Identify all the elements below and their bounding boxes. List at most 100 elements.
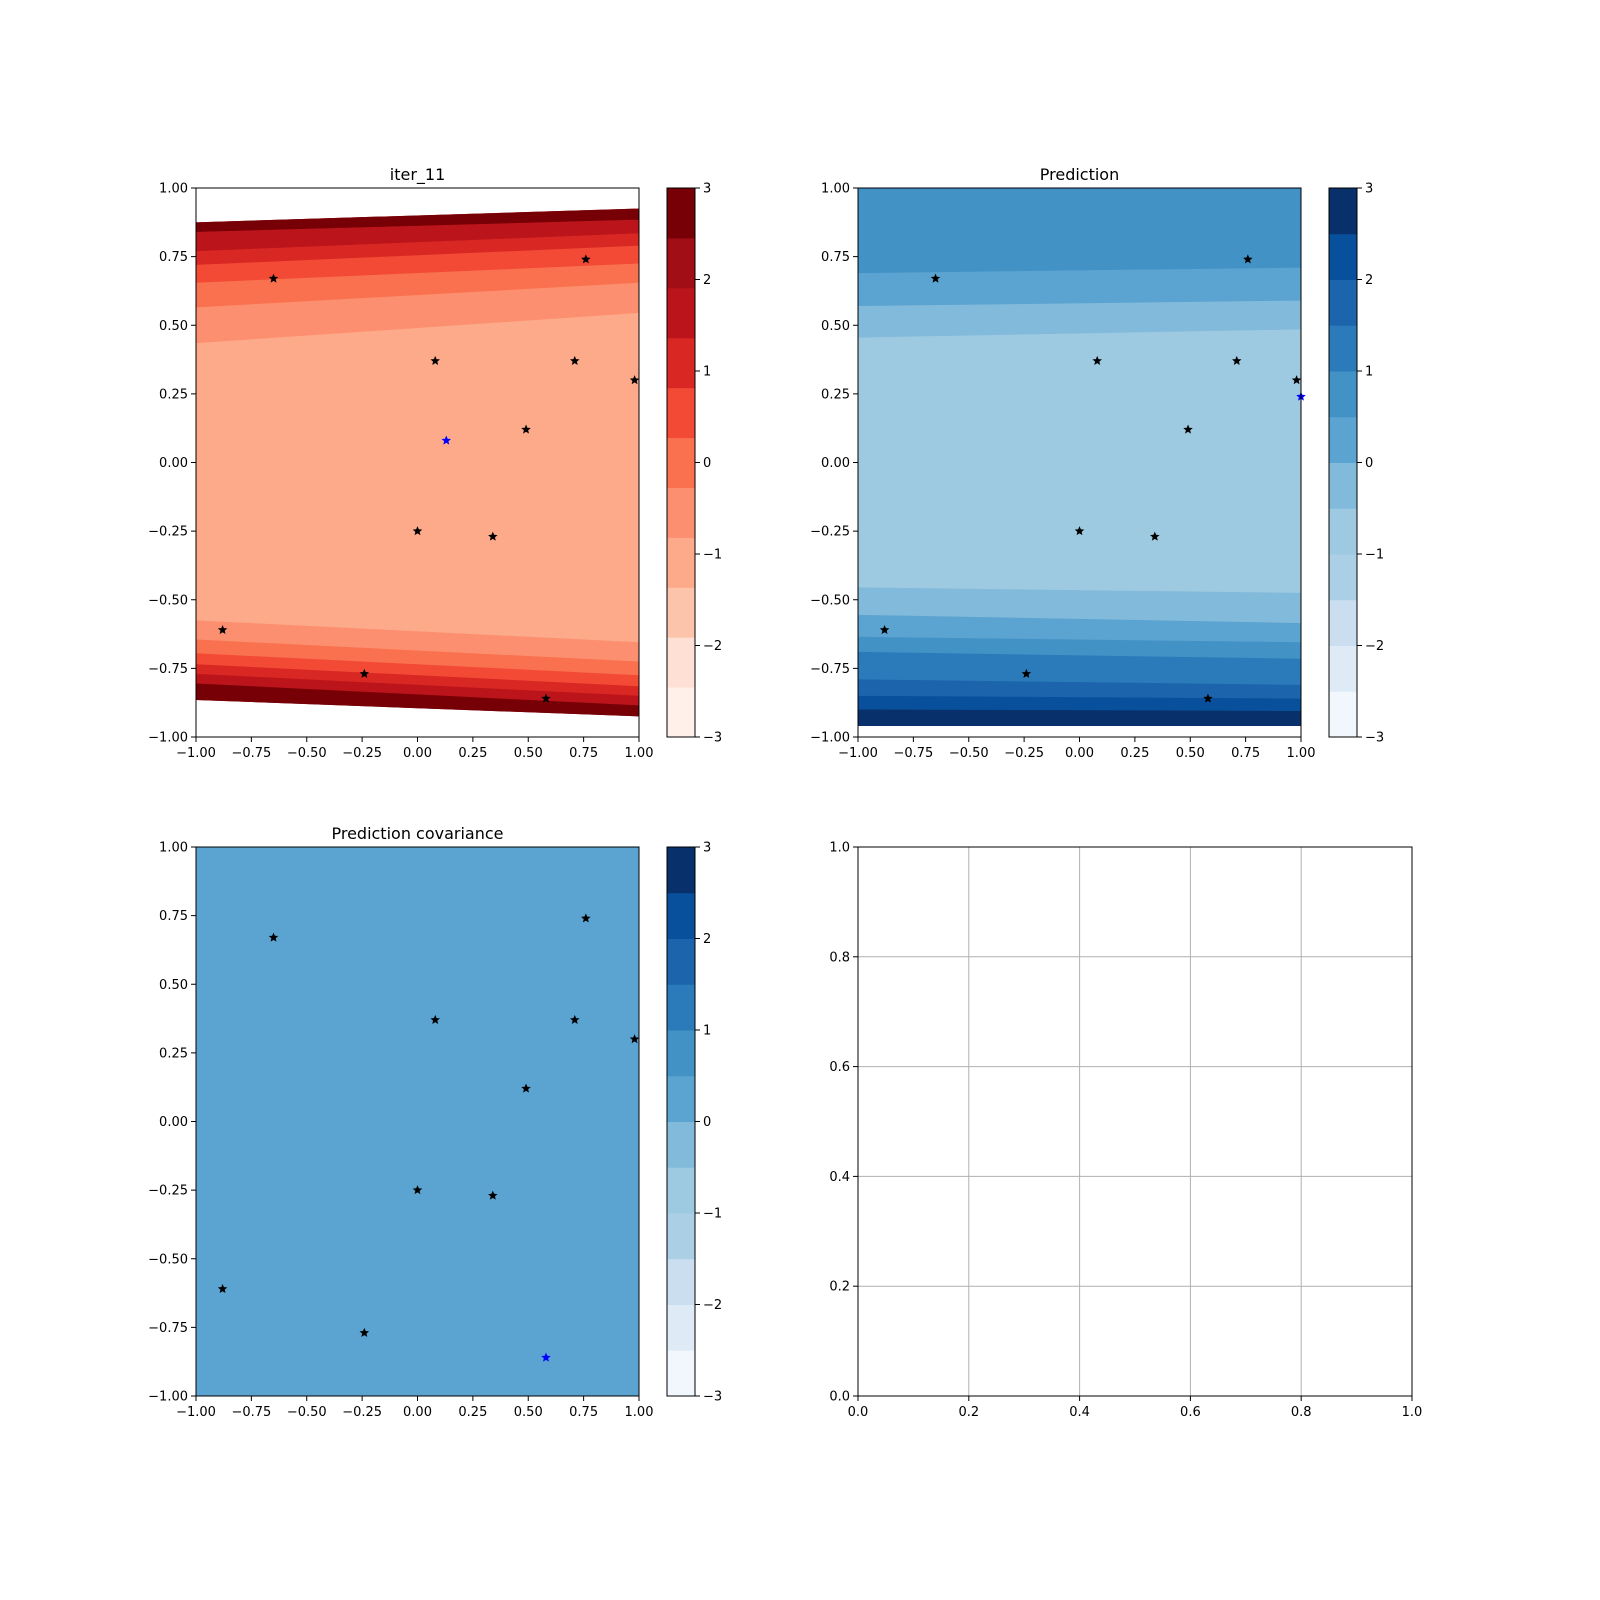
x-tick-label: 0.2 — [958, 1405, 979, 1420]
sample-point — [1150, 531, 1160, 541]
colorbar-segment — [667, 287, 695, 339]
x-tick-label: 0.50 — [514, 1405, 543, 1420]
axis-ticks: −1.00 −0.75 −0.50 −0.25 0.00 0.25 0.50 0.75 1.00… — [148, 182, 653, 762]
x-tick-label: −0.75 — [893, 746, 933, 761]
sample-point — [629, 1034, 640, 1044]
x-tick-label: 0.25 — [458, 1405, 487, 1420]
y-tick-label: 0.50 — [821, 319, 850, 334]
colorbar-segment — [667, 387, 695, 439]
x-tick-label: 0.00 — [403, 1405, 432, 1420]
sample-points — [217, 254, 640, 703]
colorbar-segment — [667, 847, 695, 894]
x-tick-label: −0.75 — [231, 1405, 271, 1420]
y-tick-label: 0.00 — [159, 456, 188, 471]
axes-frame — [857, 846, 1413, 1397]
y-tick-label: 0.75 — [821, 250, 850, 265]
panel-prediction-covariance: −1.00 −0.75 −0.50 −0.25 0.00 0.25 0.50 0.75 1.00… — [148, 824, 722, 1420]
contour-empty-bottom — [196, 699, 639, 737]
x-tick-label: 0.00 — [403, 746, 432, 761]
colorbar-segment — [667, 984, 695, 1031]
colorbar: −3 −2 −1 0 1 2 3 — [666, 182, 722, 746]
x-tick-label: −0.50 — [287, 746, 327, 761]
x-tick-label: 1.00 — [1287, 746, 1316, 761]
sample-point — [412, 526, 423, 536]
colorbar-segment — [667, 1258, 695, 1305]
axis-ticks: 0.0 0.2 0.4 0.6 0.8 1.0 0.0 0.2 0.4 0.6 0.8 1.0 — [829, 841, 1422, 1421]
sample-point — [1243, 254, 1253, 264]
highlight-point — [441, 435, 452, 445]
y-tick-label: −0.25 — [148, 525, 188, 540]
colorbar-tick-label: 1 — [1365, 365, 1373, 380]
panel-title: Prediction covariance — [331, 824, 503, 843]
colorbar: −3 −2 −1 0 1 2 3 — [666, 841, 722, 1405]
x-tick-label: −0.50 — [949, 746, 989, 761]
x-tick-label: 0.00 — [1065, 746, 1094, 761]
sample-point — [430, 355, 440, 365]
sample-point — [488, 1190, 498, 1200]
colorbar-segment — [667, 1121, 695, 1168]
sample-point — [268, 932, 279, 942]
contour-band — [196, 683, 639, 717]
colorbar-segment — [667, 637, 695, 688]
colorbar-segment — [667, 487, 695, 538]
panel-title: Prediction — [1040, 165, 1119, 184]
sample-point — [268, 273, 279, 283]
colorbar-segment — [667, 1350, 695, 1397]
panel-title: iter_11 — [390, 165, 446, 185]
sample-point — [570, 355, 580, 365]
colorbar-segment — [1329, 462, 1357, 509]
colorbar-segment — [667, 437, 695, 488]
colorbar-tick-label: −1 — [703, 1207, 722, 1222]
y-tick-label: 0.25 — [821, 387, 850, 402]
colorbar-segment — [667, 892, 695, 939]
colorbar-tick-label: −3 — [703, 731, 722, 746]
colorbar-segment — [1329, 371, 1357, 418]
colorbar: −3 −2 −1 0 1 2 3 — [1328, 182, 1384, 746]
contour-area — [858, 188, 1301, 737]
x-tick-label: 1.00 — [625, 746, 654, 761]
sample-point — [217, 1283, 228, 1293]
x-tick-label: −0.25 — [1004, 746, 1044, 761]
y-tick-label: 0.2 — [829, 1280, 850, 1295]
x-tick-label: 0.8 — [1291, 1405, 1312, 1420]
contour-base-region — [196, 847, 639, 1396]
y-tick-label: 0.75 — [159, 909, 188, 924]
sample-point — [930, 273, 941, 283]
colorbar-segment — [667, 1304, 695, 1351]
y-tick-label: −1.00 — [810, 731, 850, 746]
contour-empty-bottom — [858, 726, 1301, 737]
colorbar-tick-label: −3 — [1365, 731, 1384, 746]
x-tick-label: −0.25 — [342, 1405, 382, 1420]
colorbar-segment — [667, 337, 695, 389]
y-tick-label: −1.00 — [148, 731, 188, 746]
y-tick-label: −0.75 — [148, 662, 188, 677]
axis-ticks: −1.00 −0.75 −0.50 −0.25 0.00 0.25 0.50 0.75 1.00… — [148, 841, 653, 1421]
colorbar-segment — [667, 938, 695, 985]
colorbar-tick-label: −1 — [703, 548, 722, 563]
y-tick-label: 1.00 — [159, 841, 188, 856]
x-tick-label: −0.25 — [342, 746, 382, 761]
sample-point — [359, 668, 370, 678]
colorbar-segment — [667, 1075, 695, 1122]
x-tick-label: −0.50 — [287, 1405, 327, 1420]
panel-empty-grid: 0.0 0.2 0.4 0.6 0.8 1.0 0.0 0.2 0.4 0.6 0.8 1.0 — [829, 841, 1422, 1421]
y-tick-label: 0.25 — [159, 387, 188, 402]
x-tick-label: 0.4 — [1069, 1405, 1090, 1420]
y-tick-label: −0.75 — [148, 1321, 188, 1336]
x-tick-label: 0.75 — [569, 746, 598, 761]
contour-area — [196, 188, 639, 737]
colorbar-tick-label: 0 — [703, 1115, 711, 1130]
colorbar-segment — [667, 587, 695, 638]
colorbar-segment — [1329, 554, 1357, 601]
sample-point — [581, 913, 591, 923]
x-tick-label: 0.75 — [569, 1405, 598, 1420]
x-tick-label: 0.25 — [458, 746, 487, 761]
x-tick-label: −1.00 — [838, 746, 878, 761]
colorbar-segment — [667, 1167, 695, 1214]
colorbar-segment — [667, 237, 695, 289]
sample-point — [1232, 355, 1242, 365]
y-tick-label: 0.4 — [829, 1170, 850, 1185]
y-tick-label: −0.50 — [810, 593, 850, 608]
colorbar-tick-label: 2 — [703, 932, 711, 947]
colorbar-tick-label: 3 — [1365, 182, 1373, 197]
